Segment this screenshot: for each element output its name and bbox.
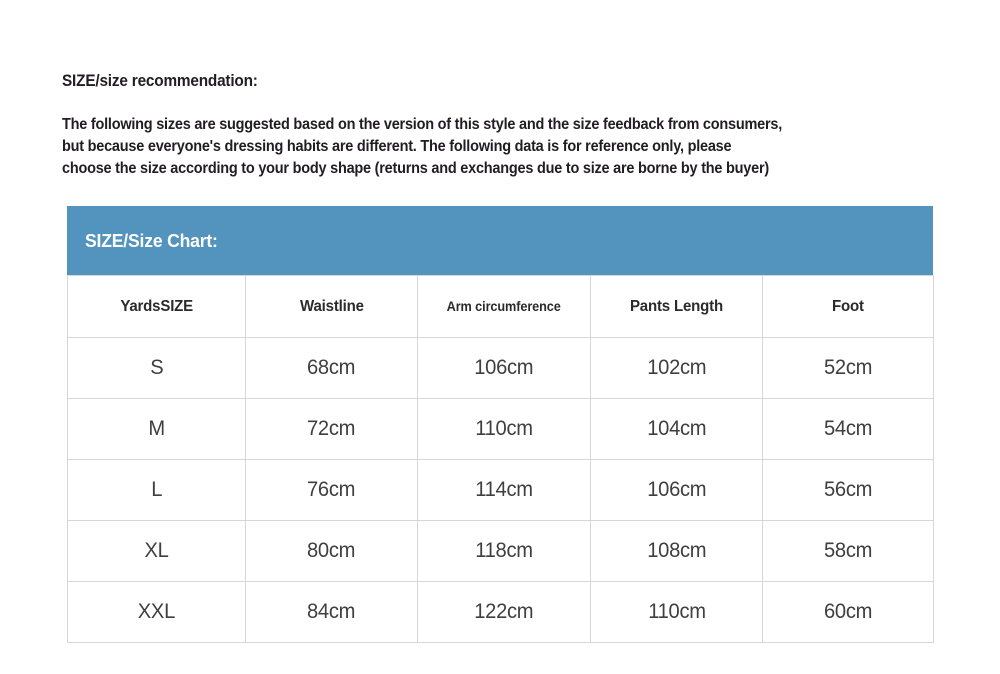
column-header-foot: Foot [762,275,934,338]
column-header-waistline: Waistline [245,275,418,338]
column-header-label: Pants Length [629,297,724,315]
cell-foot: 56cm [762,459,934,521]
cell-pants-length: 108cm [590,520,763,582]
cell-arm-circumference: 118cm [417,520,591,582]
cell-pants-length: 106cm [590,459,763,521]
cell-arm-circumference: 110cm [417,398,591,460]
cell-pants-length: 110cm [590,581,763,643]
cell-waistline: 84cm [245,581,418,643]
cell-arm-circumference: 114cm [417,459,591,521]
size-table: YardsSIZE Waistline Arm circumference Pa… [67,275,934,643]
cell-pants-length: 104cm [590,398,763,460]
column-header-label: Waistline [299,297,364,315]
table-row: S 68cm 106cm 102cm 52cm [67,337,934,399]
intro-line-3: choose the size according to your body s… [62,160,769,178]
cell-size: S [67,337,246,399]
cell-waistline: 72cm [245,398,418,460]
cell-foot: 52cm [762,337,934,399]
cell-size: L [67,459,246,521]
page-title: SIZE/size recommendation: [62,72,258,90]
cell-arm-circumference: 106cm [417,337,591,399]
size-chart-title: SIZE/Size Chart: [85,229,218,251]
table-header-row: YardsSIZE Waistline Arm circumference Pa… [67,275,934,338]
intro-line-1: The following sizes are suggested based … [62,115,782,133]
cell-foot: 58cm [762,520,934,582]
table-row: XXL 84cm 122cm 110cm 60cm [67,581,934,643]
cell-arm-circumference: 122cm [417,581,591,643]
intro-paragraph: The following sizes are suggested based … [62,92,877,180]
cell-foot: 60cm [762,581,934,643]
table-body: S 68cm 106cm 102cm 52cm M 72cm 110cm 104… [67,337,934,643]
cell-pants-length: 102cm [590,337,763,399]
cell-size: XXL [67,581,246,643]
intro-block: SIZE/size recommendation: The following … [62,72,938,180]
column-header-yards-size: YardsSIZE [67,275,246,338]
cell-size: XL [67,520,246,582]
cell-waistline: 76cm [245,459,418,521]
table-row: M 72cm 110cm 104cm 54cm [67,398,934,460]
table-row: XL 80cm 118cm 108cm 58cm [67,520,934,582]
column-header-label: Foot [832,297,864,315]
column-header-pants-length: Pants Length [590,275,763,338]
column-header-label: YardsSIZE [120,297,193,315]
table-head: YardsSIZE Waistline Arm circumference Pa… [67,275,934,338]
intro-line-2: but because everyone's dressing habits a… [62,137,732,155]
column-header-arm-circumference: Arm circumference [417,275,591,338]
column-header-label: Arm circumference [446,298,562,314]
table-row: L 76cm 114cm 106cm 56cm [67,459,934,521]
size-chart-header-bar: SIZE/Size Chart: [67,206,933,275]
cell-waistline: 80cm [245,520,418,582]
cell-size: M [67,398,246,460]
cell-foot: 54cm [762,398,934,460]
cell-waistline: 68cm [245,337,418,399]
size-chart: SIZE/Size Chart: YardsSIZE Waistline Arm… [67,206,934,643]
